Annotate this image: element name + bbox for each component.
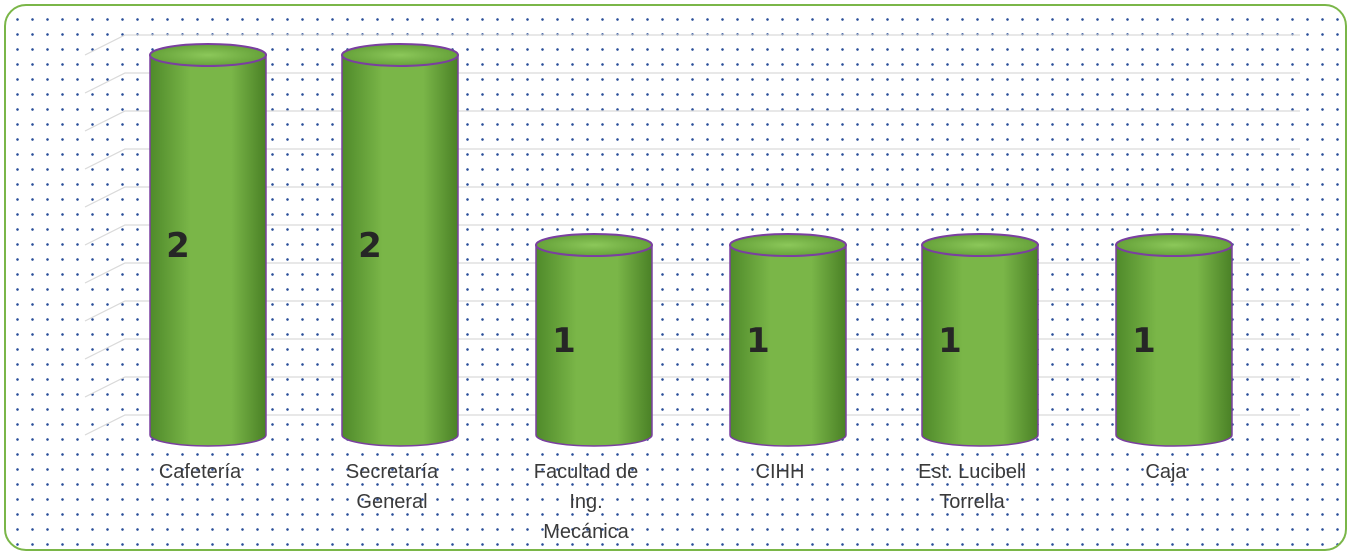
data-label: 1 [746,321,770,361]
category-label: Ing. [569,491,602,513]
bar [729,233,847,447]
gridline [84,300,1300,322]
data-label: 2 [358,226,382,266]
category-label: Mecánica [543,521,629,543]
category-label: Secretaría [346,461,439,483]
bar [535,233,653,447]
data-label: 1 [552,321,576,361]
category-label: Est. Lucibell [918,461,1026,483]
gridline [84,110,1300,132]
bar [149,43,267,447]
data-label: 2 [166,226,190,266]
data-label: 1 [938,321,962,361]
bar [1115,233,1233,447]
bar [341,43,459,447]
gridline [84,262,1300,284]
data-label: 1 [1132,321,1156,361]
bar [921,233,1039,447]
gridline [84,186,1300,208]
category-label: Facultad de [534,461,639,483]
gridline [84,72,1300,94]
gridline [84,34,1300,56]
category-label: Caja [1145,461,1187,483]
category-label: Cafetería [159,461,242,483]
category-label: CIHH [756,461,805,483]
gridline [84,224,1300,246]
gridline [84,338,1300,360]
gridline [84,414,1300,436]
gridline [84,148,1300,170]
gridline [84,376,1300,398]
category-label: Torrella [939,491,1005,513]
category-label: General [356,491,427,513]
